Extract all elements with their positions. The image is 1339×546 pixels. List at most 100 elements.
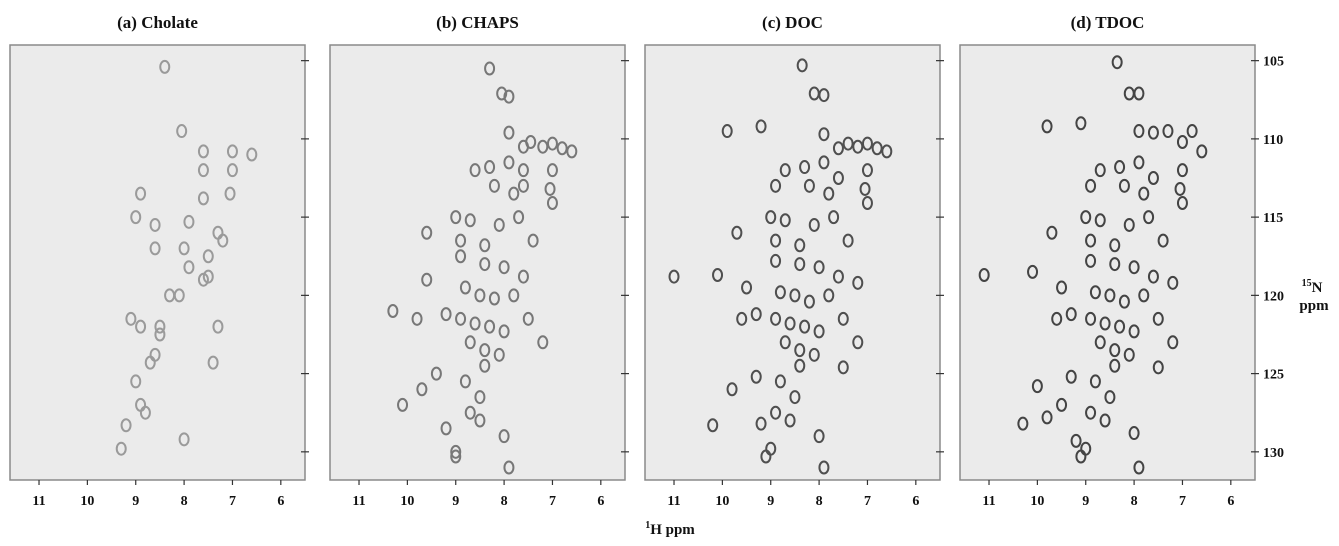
peak (154, 319, 166, 334)
peak (544, 181, 556, 196)
peak (464, 405, 476, 420)
peak (750, 369, 762, 384)
peak (1162, 124, 1174, 139)
peak (459, 374, 471, 389)
x-tick-label: 10 (1030, 494, 1044, 509)
peak (430, 366, 442, 381)
peak (721, 124, 733, 139)
peak (474, 288, 486, 303)
peak (808, 347, 820, 362)
panel (9, 44, 306, 481)
peak (183, 214, 195, 229)
peak (726, 382, 738, 397)
peak (1075, 116, 1087, 131)
peak (736, 311, 748, 326)
y-axis-unit: ppm (1299, 298, 1329, 314)
x-tick-label: 6 (1227, 494, 1234, 509)
peak (455, 249, 467, 264)
peak (1157, 233, 1169, 248)
peak (178, 241, 190, 256)
peak (1094, 213, 1106, 228)
y-tick-label: 105 (1263, 55, 1284, 70)
peak (479, 358, 491, 373)
peak (760, 449, 772, 464)
peak (1111, 55, 1123, 70)
peak (818, 155, 830, 170)
peak (818, 127, 830, 142)
peak (779, 335, 791, 350)
peak (130, 374, 142, 389)
x-tick-label: 7 (229, 494, 236, 509)
peak (852, 275, 864, 290)
peak (421, 225, 433, 240)
peak (217, 233, 229, 248)
peak (818, 460, 830, 475)
peak (387, 304, 399, 319)
peak (832, 141, 844, 156)
peak (1109, 343, 1121, 358)
peak (741, 280, 753, 295)
y-tick-label: 110 (1263, 133, 1283, 148)
peak (852, 335, 864, 350)
x-tick-label: 6 (277, 494, 284, 509)
peak (774, 374, 786, 389)
peak (159, 59, 171, 74)
peak (202, 269, 214, 284)
peak (837, 360, 849, 375)
peak (1167, 335, 1179, 350)
x-tick-label: 8 (181, 494, 188, 509)
peak (508, 288, 520, 303)
peak (808, 217, 820, 232)
peak (1099, 413, 1111, 428)
peak (503, 155, 515, 170)
peak (1065, 307, 1077, 322)
peak (125, 311, 137, 326)
peak (474, 390, 486, 405)
peak (517, 163, 529, 178)
peak (197, 144, 209, 159)
panel-title: (a) Cholate (117, 13, 198, 32)
x-tick-label: 8 (816, 494, 823, 509)
peak (1114, 319, 1126, 334)
peak (1104, 390, 1116, 405)
peak (789, 390, 801, 405)
peak (755, 416, 767, 431)
peak (978, 268, 990, 283)
peak (450, 210, 462, 225)
peak (861, 163, 873, 178)
y-label-isotope: 15 (1302, 278, 1312, 289)
peak (202, 249, 214, 264)
peak (1128, 324, 1140, 339)
peak (1099, 316, 1111, 331)
peak (1085, 253, 1097, 268)
peak (144, 355, 156, 370)
x-tick-label: 9 (132, 494, 139, 509)
peak (852, 139, 864, 154)
peak (440, 421, 452, 436)
peak (212, 319, 224, 334)
peak (779, 213, 791, 228)
peak (566, 144, 578, 159)
peak (135, 186, 147, 201)
y-tick-label: 125 (1263, 368, 1284, 383)
peak (484, 319, 496, 334)
peak (755, 119, 767, 134)
peak (794, 343, 806, 358)
peak (1133, 124, 1145, 139)
peak (828, 210, 840, 225)
x-tick-label: 7 (864, 494, 871, 509)
x-label-isotope: 1 (645, 520, 650, 531)
peak (1085, 178, 1097, 193)
peak (789, 288, 801, 303)
x-tick-label: 7 (549, 494, 556, 509)
panel (329, 44, 626, 481)
peak (832, 269, 844, 284)
peak (861, 196, 873, 211)
peak (1089, 285, 1101, 300)
peak (784, 316, 796, 331)
peak (455, 311, 467, 326)
peak (139, 405, 151, 420)
peak (1041, 410, 1053, 425)
peak (1196, 144, 1208, 159)
x-label-text: H ppm (650, 522, 695, 538)
